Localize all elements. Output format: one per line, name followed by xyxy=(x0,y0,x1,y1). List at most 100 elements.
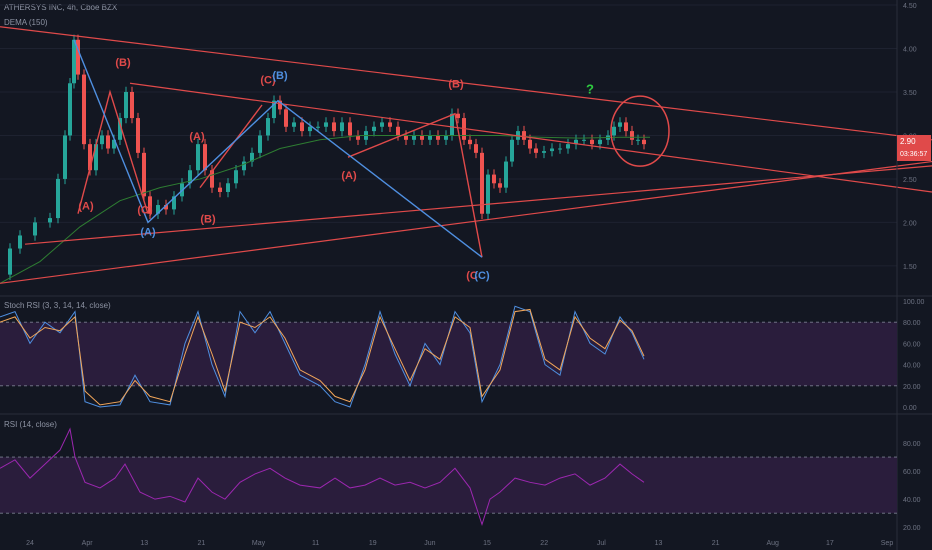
candle-body xyxy=(396,126,400,136)
rsi-legend: RSI (14, close) xyxy=(4,420,57,429)
candle-body xyxy=(94,144,98,171)
time-axis-tick: Aug xyxy=(766,540,779,547)
candle-body xyxy=(510,139,514,162)
candle-body xyxy=(474,144,478,153)
oscillator-axis-tick: 20.00 xyxy=(903,525,921,532)
candle-body xyxy=(436,135,440,140)
time-axis-tick: 21 xyxy=(712,540,720,547)
candle-body xyxy=(72,39,76,84)
candle-body xyxy=(348,122,352,136)
candle-body xyxy=(100,135,104,145)
candle-body xyxy=(242,161,246,171)
candle-body xyxy=(250,152,254,162)
time-axis-tick: 21 xyxy=(198,540,206,547)
candle-body xyxy=(324,122,328,127)
time-axis-tick: 19 xyxy=(369,540,377,547)
candle-body xyxy=(203,144,207,171)
wave-path-red xyxy=(199,104,263,189)
wave-label: (A) xyxy=(140,226,156,238)
oscillator-series-line xyxy=(0,308,645,406)
candle-body xyxy=(142,152,146,197)
candle-body xyxy=(300,122,304,132)
wave-path-red xyxy=(77,89,149,214)
candle-body xyxy=(388,122,392,127)
time-axis-tick: Sep xyxy=(881,540,894,547)
candle-body xyxy=(428,135,432,140)
candle-body xyxy=(420,135,424,140)
oscillator-series-line xyxy=(0,427,645,527)
trendline xyxy=(129,82,932,193)
candle-body xyxy=(598,139,602,145)
candle-body xyxy=(456,113,460,119)
candle-body xyxy=(372,126,376,132)
wave-label: (A) xyxy=(189,131,205,143)
candle-body xyxy=(234,170,238,184)
wave-label: (C) xyxy=(137,205,153,217)
candle-body xyxy=(272,100,276,119)
time-axis-tick: 15 xyxy=(483,540,491,547)
wave-path-red xyxy=(347,112,483,258)
candle-body xyxy=(636,139,640,141)
candle-body xyxy=(82,74,86,145)
time-axis-tick: Apr xyxy=(82,540,94,547)
wave-label: (A) xyxy=(78,200,94,212)
oscillator-band xyxy=(0,457,897,514)
current-price-badge: 2.90 xyxy=(897,135,931,148)
candle-body xyxy=(164,205,168,210)
wave-label: (C) xyxy=(260,74,276,86)
candle-body xyxy=(118,118,122,140)
time-axis-tick: 13 xyxy=(140,540,148,547)
candle-body xyxy=(68,83,72,136)
candle-body xyxy=(156,205,160,214)
candle-body xyxy=(444,135,448,140)
candle-body xyxy=(308,126,312,132)
candle-body xyxy=(566,144,570,149)
candle-body xyxy=(486,174,490,214)
candle-body xyxy=(558,148,562,150)
candle-body xyxy=(528,139,532,149)
candle-body xyxy=(480,152,484,214)
time-axis-tick: May xyxy=(252,540,266,547)
candle-body xyxy=(582,139,586,141)
candle-body xyxy=(188,170,192,184)
candle-body xyxy=(504,161,508,188)
wave-label: (B) xyxy=(448,79,464,91)
candle-body xyxy=(136,118,140,153)
candle-body xyxy=(76,39,80,75)
candle-body xyxy=(56,178,60,219)
dema-line xyxy=(0,134,650,284)
candle-body xyxy=(284,109,288,127)
candle-body xyxy=(8,248,12,275)
candle-body xyxy=(63,135,67,179)
candle-body xyxy=(148,196,152,214)
dema-legend: DEMA (150) xyxy=(4,18,48,27)
candle-body xyxy=(48,218,52,223)
time-axis-tick: Jul xyxy=(597,540,606,547)
wave-label: (C) xyxy=(474,270,490,282)
candle-body xyxy=(550,148,554,152)
highlight-circle xyxy=(610,95,670,167)
wave-label: (B) xyxy=(115,57,131,69)
time-axis-tick: Jun xyxy=(424,540,435,547)
candle-body xyxy=(112,139,116,149)
wave-label: (B) xyxy=(200,213,216,225)
time-axis-tick: 17 xyxy=(826,540,834,547)
trendline xyxy=(0,160,932,284)
candle-body xyxy=(612,126,616,136)
price-axis-tick: 2.00 xyxy=(903,220,917,227)
candle-body xyxy=(498,183,502,188)
candle-body xyxy=(492,174,496,184)
price-axis-tick: 4.50 xyxy=(903,3,917,10)
candle-body xyxy=(124,91,128,119)
time-axis-tick: 13 xyxy=(655,540,663,547)
candle-body xyxy=(630,131,634,140)
wave-label: (C xyxy=(466,270,478,282)
candle-body xyxy=(266,118,270,136)
oscillator-axis-tick: 60.00 xyxy=(903,341,921,348)
candle-body xyxy=(292,122,296,127)
candle-body xyxy=(196,144,200,171)
candle-body xyxy=(258,135,262,153)
time-axis-tick: 11 xyxy=(312,540,319,547)
wave-label: (A) xyxy=(341,170,357,182)
